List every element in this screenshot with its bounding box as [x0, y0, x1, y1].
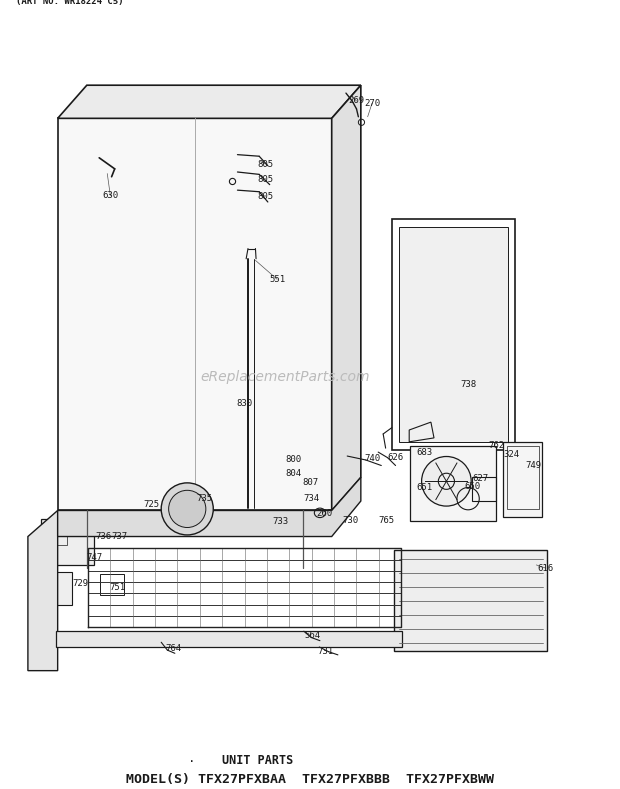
Text: 735: 735	[197, 494, 213, 503]
Text: 737: 737	[111, 532, 127, 541]
Text: 805: 805	[257, 159, 273, 169]
Text: 751: 751	[109, 583, 125, 593]
Text: 683: 683	[417, 447, 433, 457]
Bar	[507, 446, 539, 509]
Bar	[503, 442, 542, 517]
Text: 650: 650	[464, 482, 480, 492]
Text: 260: 260	[316, 509, 332, 518]
Bar	[281, 446, 311, 476]
Polygon shape	[399, 227, 508, 442]
Text: 324: 324	[503, 450, 520, 459]
Circle shape	[169, 490, 206, 528]
Text: 725: 725	[144, 499, 160, 509]
Text: 805: 805	[257, 175, 273, 185]
Bar	[100, 574, 124, 595]
Text: 807: 807	[302, 477, 318, 487]
Text: 764: 764	[166, 644, 182, 653]
Text: 270: 270	[364, 99, 380, 108]
Polygon shape	[58, 118, 332, 510]
Text: 729: 729	[73, 579, 89, 589]
Text: 730: 730	[342, 516, 358, 525]
Text: 736: 736	[95, 532, 112, 541]
Text: 738: 738	[460, 380, 476, 389]
Text: 762: 762	[488, 441, 504, 451]
Text: 626: 626	[388, 453, 404, 462]
Text: ·: ·	[188, 755, 196, 768]
Bar	[268, 509, 288, 529]
Bar	[41, 519, 94, 565]
Polygon shape	[28, 510, 58, 671]
Text: 740: 740	[364, 454, 380, 463]
Text: 733: 733	[272, 517, 288, 526]
Text: 805: 805	[257, 192, 273, 201]
Text: 551: 551	[269, 275, 285, 284]
Bar	[394, 550, 547, 651]
Text: 731: 731	[317, 647, 334, 656]
Polygon shape	[58, 85, 361, 118]
Circle shape	[422, 457, 471, 506]
Text: 616: 616	[538, 563, 554, 573]
Text: 747: 747	[86, 552, 102, 562]
Circle shape	[161, 483, 213, 535]
Text: (ART NO. WR18224 C5): (ART NO. WR18224 C5)	[16, 0, 123, 6]
Text: UNIT PARTS: UNIT PARTS	[222, 754, 293, 767]
Text: 749: 749	[525, 461, 541, 470]
Text: MODEL(S) TFX27PFXBAA  TFX27PFXBBB  TFX27PFXBWW: MODEL(S) TFX27PFXBAA TFX27PFXBBB TFX27PF…	[126, 773, 494, 786]
Bar	[41, 572, 72, 605]
Text: 800: 800	[286, 455, 302, 465]
Text: 734: 734	[303, 494, 319, 503]
Text: 651: 651	[417, 483, 433, 492]
Text: 564: 564	[304, 630, 321, 640]
Polygon shape	[58, 477, 361, 537]
Polygon shape	[332, 85, 361, 510]
Text: 804: 804	[286, 469, 302, 478]
Text: 630: 630	[102, 191, 118, 200]
Polygon shape	[410, 446, 496, 521]
Text: 830: 830	[237, 399, 253, 409]
Text: eReplacementParts.com: eReplacementParts.com	[200, 370, 370, 384]
Bar	[43, 523, 67, 545]
Polygon shape	[56, 631, 402, 647]
Bar	[472, 477, 496, 501]
Text: 627: 627	[472, 474, 489, 484]
Text: 269: 269	[348, 96, 365, 106]
Text: 765: 765	[379, 516, 395, 525]
